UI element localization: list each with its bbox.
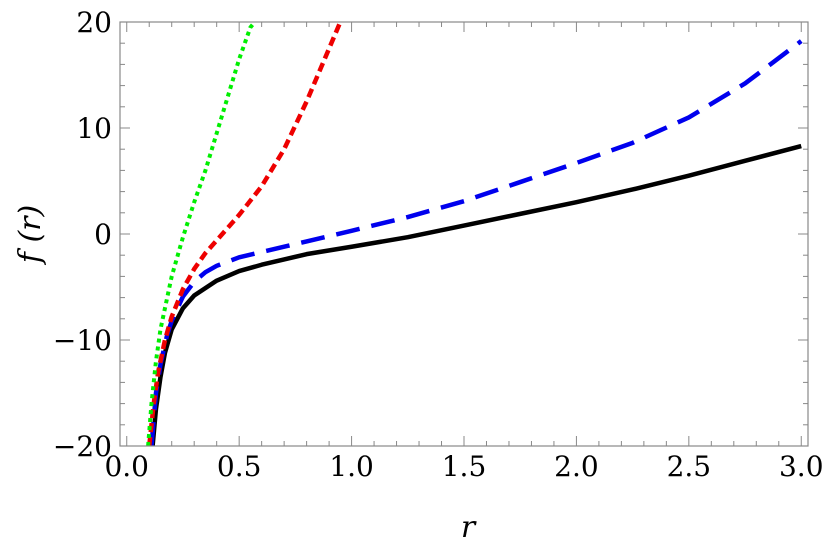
y-tick-label: 20 — [76, 6, 112, 39]
tick-labels: 0.0 0.5 1.0 1.5 2.0 2.5 3.0 −20 −10 0 10 20 — [53, 6, 824, 483]
y-tick-label: −10 — [53, 324, 112, 357]
series-line-1 — [150, 143, 802, 446]
y-tick-label: −20 — [53, 430, 112, 463]
x-tick-label: 2.0 — [554, 450, 599, 483]
plot-frame — [119, 21, 809, 447]
series-line-4 — [146, 22, 257, 446]
y-axis-label: f (r) — [13, 205, 48, 265]
x-tick-label: 3.0 — [779, 450, 824, 483]
data-series — [146, 22, 803, 446]
x-tick-label: 1.5 — [442, 450, 487, 483]
x-tick-label: 2.5 — [667, 450, 712, 483]
y-tick-label: 10 — [76, 112, 112, 145]
x-axis-label: r — [461, 510, 477, 545]
x-tick-label: 1.0 — [329, 450, 374, 483]
y-tick-label: 0 — [94, 218, 112, 251]
x-tick-label: 0.5 — [217, 450, 262, 483]
x-tick-label: 0.0 — [104, 450, 149, 483]
series-line-2 — [149, 39, 803, 446]
series-line-3 — [146, 22, 343, 446]
